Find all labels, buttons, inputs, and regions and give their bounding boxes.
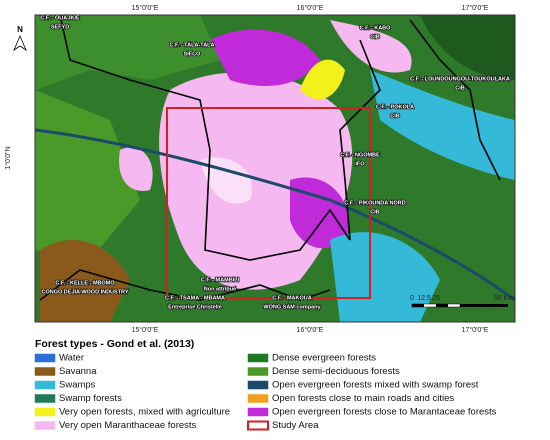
legend-label: Savanna bbox=[59, 366, 97, 377]
legend-label: Open evergreen forests close to Marantac… bbox=[272, 407, 497, 418]
legend-swatch bbox=[247, 353, 269, 363]
bottom-tick-label: 15°0'0"E bbox=[132, 326, 159, 334]
scale-label: 25 bbox=[432, 295, 440, 302]
concession-company: CIB bbox=[370, 209, 380, 215]
legend-label: Swamp forests bbox=[59, 393, 122, 404]
north-label: N bbox=[17, 25, 23, 34]
legend-label: Dense evergreen forests bbox=[272, 353, 376, 364]
legend-title: Forest types - Gond et al. (2013) bbox=[35, 338, 194, 350]
scale-bar: 0 12.5 25 50 Km bbox=[410, 295, 514, 308]
concession-company: CIB bbox=[370, 34, 380, 40]
legend-swatch bbox=[247, 420, 269, 431]
concession-name: C.F. - MAKOUA bbox=[272, 295, 311, 301]
legend-label: Water bbox=[59, 353, 84, 364]
bottom-tick-label: 17°0'0"E bbox=[462, 326, 489, 334]
map-frame bbox=[34, 14, 516, 323]
top-tick-label: 17°0'0"E bbox=[462, 4, 489, 12]
legend-label: Swamps bbox=[59, 380, 96, 391]
concession-name: C.F. - PIKOUNDA NORD bbox=[344, 200, 406, 206]
legend-swatch bbox=[34, 421, 56, 430]
concession-company: WONG SAM company bbox=[263, 304, 321, 310]
legend-swatch bbox=[247, 367, 269, 376]
legend-label: Study Area bbox=[272, 420, 319, 431]
concession-company: IFO bbox=[355, 161, 365, 167]
legend-swatch bbox=[34, 380, 56, 390]
study-area bbox=[166, 107, 371, 299]
left-tick-label: 1°0'0"N bbox=[4, 146, 12, 169]
legend-label: Dense semi-deciduous forests bbox=[272, 366, 400, 377]
concession-company: Non attribué bbox=[204, 286, 236, 292]
concession-name: C.F. - OUA-IKIE bbox=[40, 15, 80, 21]
legend-swatch bbox=[247, 407, 269, 417]
legend-swatch bbox=[34, 367, 56, 376]
concession-name: C.F. - TALA-TALA bbox=[169, 42, 214, 48]
top-tick-label: 16°0'0"E bbox=[297, 4, 324, 12]
concession-name: C.F. - MAMBILI bbox=[201, 277, 240, 283]
legend-swatch bbox=[34, 407, 56, 417]
concession-company: CIB bbox=[455, 85, 465, 91]
concession-company: SIFCO bbox=[184, 51, 202, 57]
concession-name: C.F. - TSAMA - MBAMA bbox=[165, 295, 225, 301]
map-image bbox=[35, 15, 515, 322]
concession-name: C.F. - KELLE - MBOMO bbox=[55, 280, 115, 286]
top-tick-label: 15°0'0"E bbox=[132, 4, 159, 12]
legend-swatch bbox=[34, 353, 56, 363]
north-arrow: N bbox=[13, 25, 27, 52]
scale-label: 0 bbox=[410, 295, 414, 302]
bottom-tick-label: 16°0'0"E bbox=[297, 326, 324, 334]
concession-company: CIB bbox=[390, 113, 400, 119]
scale-label: 50 Km bbox=[494, 295, 514, 302]
concession-company: Entreprise Christelle bbox=[168, 304, 222, 310]
legend-label: Open evergreen forests mixed with swamp … bbox=[272, 380, 479, 391]
legend-swatch bbox=[247, 380, 269, 390]
legend-swatch bbox=[34, 394, 56, 403]
concession-company: SEFYD bbox=[51, 24, 69, 30]
concession-name: C.F. - POKOLA bbox=[376, 104, 414, 110]
scale-label: 12.5 bbox=[417, 295, 431, 302]
legend-swatch bbox=[247, 394, 269, 403]
concession-company: CONGO DEJIA WOOD INDUSTRY bbox=[42, 289, 129, 295]
legend-label: Open forests close to main roads and cit… bbox=[272, 393, 454, 404]
concession-name: C.F. - KABO bbox=[360, 25, 392, 31]
legend-label: Very open Maranthaceae forests bbox=[59, 420, 197, 431]
concession-name: C.F. - NGOMBE bbox=[340, 152, 380, 158]
concession-name: C.F. - LOUNDOUNGOU-TOUKOULAKA bbox=[410, 76, 510, 82]
legend-label: Very open forests, mixed with agricultur… bbox=[59, 407, 230, 418]
